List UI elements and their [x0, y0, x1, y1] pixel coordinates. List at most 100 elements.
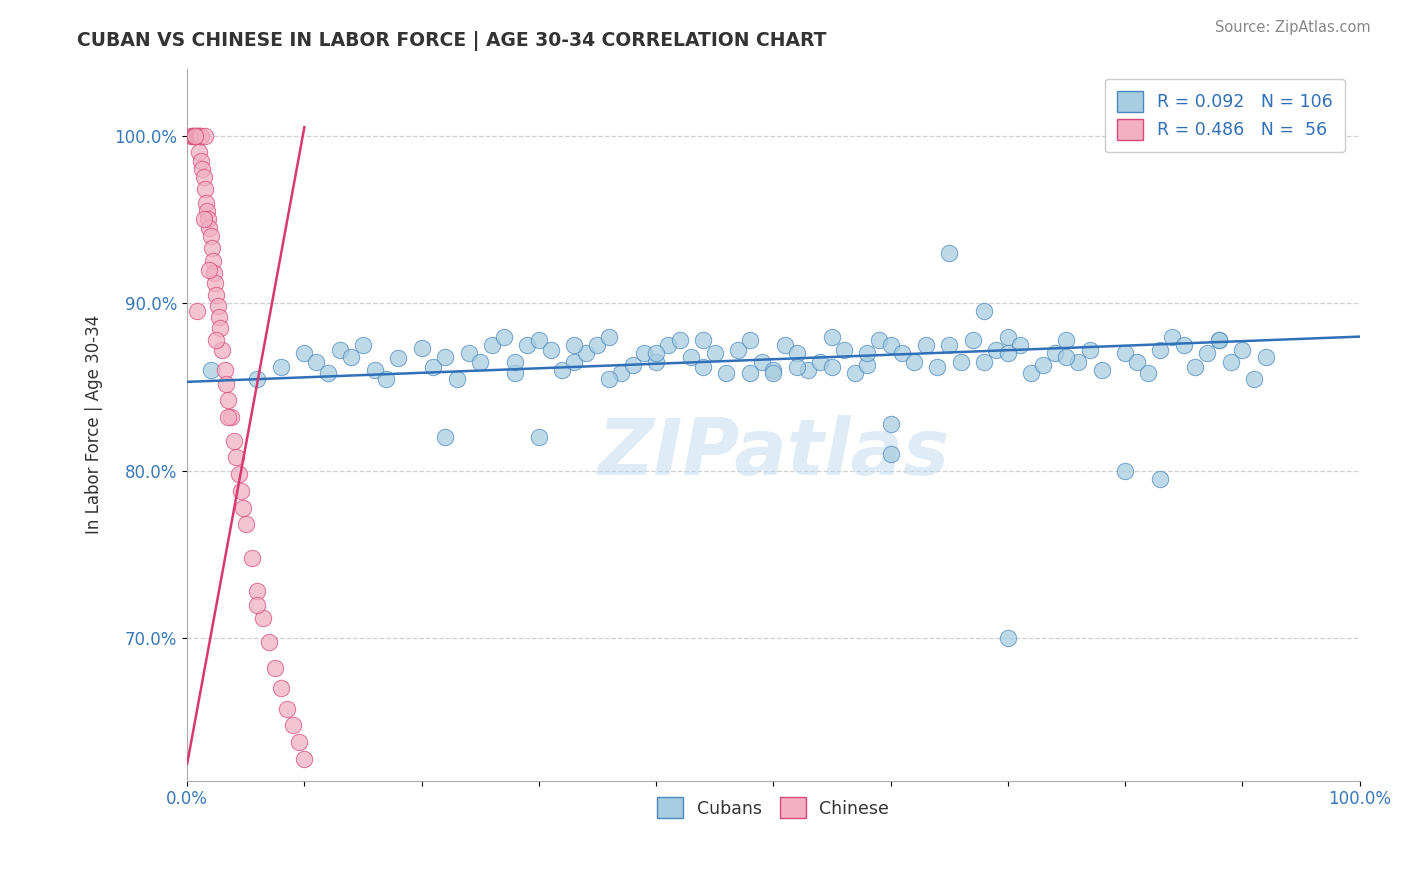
Legend: Cubans, Chinese: Cubans, Chinese [651, 790, 896, 825]
Point [387, 351, 409, 366]
Point [225, 450, 247, 465]
Point [751, 355, 773, 369]
Point [1090, 363, 1112, 377]
Point [540, 343, 562, 357]
Point [786, 359, 808, 374]
Point [1054, 333, 1077, 347]
Point [183, 128, 205, 143]
Point [229, 483, 252, 498]
Point [202, 266, 225, 280]
Point [481, 338, 503, 352]
Point [187, 128, 209, 143]
Text: Source: ZipAtlas.com: Source: ZipAtlas.com [1215, 20, 1371, 35]
Point [207, 300, 229, 314]
Point [211, 343, 233, 357]
Point [1078, 343, 1101, 357]
Point [287, 735, 309, 749]
Point [621, 358, 644, 372]
Point [193, 170, 215, 185]
Point [186, 304, 208, 318]
Point [217, 410, 239, 425]
Point [364, 363, 387, 377]
Point [657, 338, 679, 352]
Point [703, 346, 725, 360]
Point [187, 145, 209, 160]
Point [738, 333, 761, 347]
Point [194, 195, 217, 210]
Point [1208, 333, 1230, 347]
Point [492, 329, 515, 343]
Point [727, 343, 749, 357]
Point [219, 410, 242, 425]
Point [1243, 371, 1265, 385]
Point [762, 363, 785, 377]
Point [821, 329, 844, 343]
Point [186, 128, 208, 143]
Point [1254, 350, 1277, 364]
Point [305, 355, 328, 369]
Point [434, 350, 457, 364]
Point [973, 355, 995, 369]
Point [773, 338, 796, 352]
Point [997, 346, 1019, 360]
Point [422, 359, 444, 374]
Point [738, 367, 761, 381]
Point [903, 355, 925, 369]
Point [797, 363, 820, 377]
Text: ZIPatlas: ZIPatlas [598, 415, 949, 491]
Point [645, 355, 668, 369]
Point [1019, 367, 1042, 381]
Point [257, 634, 280, 648]
Point [187, 128, 209, 143]
Point [516, 338, 538, 352]
Point [527, 430, 550, 444]
Point [598, 371, 620, 385]
Point [586, 338, 609, 352]
Point [786, 346, 808, 360]
Point [562, 338, 585, 352]
Point [215, 376, 238, 391]
Point [1197, 346, 1219, 360]
Point [938, 245, 960, 260]
Point [352, 338, 374, 352]
Point [246, 371, 269, 385]
Point [551, 363, 574, 377]
Point [1173, 338, 1195, 352]
Point [246, 598, 269, 612]
Point [190, 153, 212, 168]
Point [190, 128, 212, 143]
Point [264, 661, 287, 675]
Point [997, 329, 1019, 343]
Point [292, 346, 315, 360]
Point [692, 359, 714, 374]
Point [891, 346, 914, 360]
Point [191, 162, 214, 177]
Point [235, 517, 257, 532]
Point [962, 333, 984, 347]
Point [1008, 338, 1031, 352]
Point [208, 321, 231, 335]
Point [938, 338, 960, 352]
Point [270, 359, 292, 374]
Point [762, 367, 785, 381]
Point [204, 276, 226, 290]
Point [1054, 350, 1077, 364]
Point [527, 333, 550, 347]
Point [214, 363, 236, 377]
Point [856, 346, 879, 360]
Point [645, 346, 668, 360]
Point [200, 229, 222, 244]
Point [505, 367, 527, 381]
Point [328, 343, 350, 357]
Point [232, 500, 254, 515]
Point [562, 355, 585, 369]
Point [1149, 472, 1171, 486]
Point [832, 343, 855, 357]
Point [808, 355, 831, 369]
Point [1137, 367, 1160, 381]
Point [1114, 464, 1136, 478]
Point [1232, 343, 1254, 357]
Point [879, 447, 901, 461]
Point [1208, 333, 1230, 347]
Point [228, 467, 250, 481]
